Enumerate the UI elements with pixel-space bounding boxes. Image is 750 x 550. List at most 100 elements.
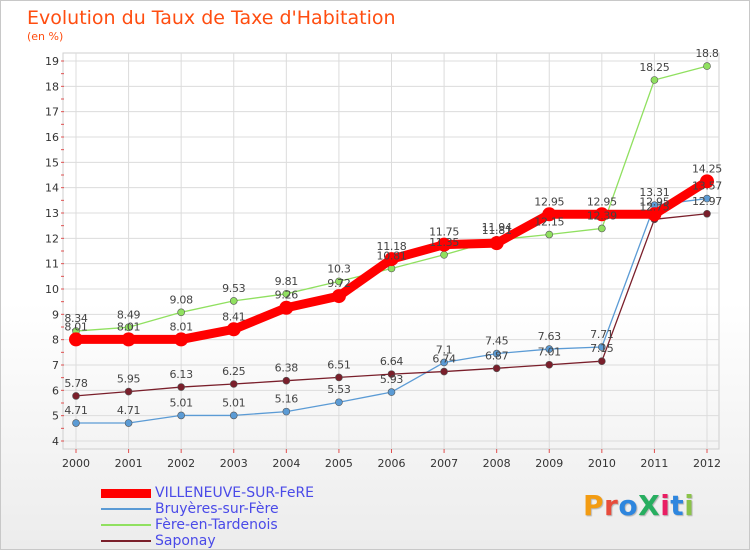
data-point (440, 358, 448, 367)
legend-swatch (101, 488, 151, 498)
data-label: 8.49 (117, 308, 141, 321)
y-tick-label: 15 (45, 156, 59, 169)
y-tick-label: 18 (45, 80, 59, 93)
data-label: 6.38 (275, 362, 299, 375)
data-point (124, 419, 133, 427)
x-tick-label: 2012 (693, 457, 721, 470)
data-point (226, 322, 241, 337)
data-point (703, 62, 711, 70)
data-point (124, 323, 133, 332)
data-label: 9.53 (222, 282, 246, 295)
data-label: 5.78 (64, 377, 88, 390)
data-point (384, 252, 399, 267)
y-tick-label: 7 (52, 359, 59, 372)
data-point (331, 289, 346, 304)
data-label: 5.01 (170, 396, 193, 409)
data-label: 8.34 (64, 312, 88, 325)
y-tick-label: 5 (52, 410, 59, 423)
data-point (174, 332, 189, 347)
x-tick-label: 2006 (378, 457, 406, 470)
data-point (121, 332, 136, 347)
data-point (594, 207, 609, 222)
data-point (177, 383, 185, 391)
y-tick-label: 16 (45, 131, 59, 144)
data-point (542, 207, 557, 222)
data-point (335, 373, 343, 382)
data-point (335, 277, 343, 286)
brand-letter: P (583, 489, 605, 522)
data-label: 8.01 (64, 320, 87, 333)
brand-letter: r (604, 489, 619, 522)
y-tick-label: 13 (45, 207, 59, 220)
data-label: 8.01 (170, 320, 193, 333)
data-point (72, 392, 80, 400)
data-point (229, 411, 238, 420)
data-point (650, 76, 659, 84)
data-point (545, 360, 554, 369)
chart-subtitle: (en %) (27, 30, 64, 43)
data-label: 5.93 (380, 373, 404, 386)
chart-title: Evolution du Taux de Taxe d'Habitation (27, 7, 396, 29)
data-point (598, 224, 606, 233)
data-point (647, 207, 662, 222)
data-point (440, 367, 448, 376)
data-point (703, 194, 711, 203)
brand-letter: i (660, 489, 671, 522)
data-label: 5.53 (327, 383, 351, 396)
x-tick-label: 2005 (325, 457, 353, 470)
x-tick-label: 2000 (62, 457, 90, 470)
data-label: 12.95 (587, 195, 617, 208)
x-tick-label: 2007 (430, 457, 458, 470)
legend-swatch (101, 524, 151, 526)
legend-item: VILLENEUVE-SUR-FeRE (101, 485, 314, 501)
x-tick-label: 2011 (640, 457, 668, 470)
y-tick-label: 6 (52, 384, 59, 397)
data-label: 5.01 (222, 396, 245, 409)
data-label: 10.81 (377, 249, 407, 262)
y-tick-label: 11 (45, 258, 59, 271)
data-label: 14.25 (692, 162, 722, 175)
data-point (282, 290, 291, 298)
data-label: 4.71 (64, 404, 87, 417)
x-tick-label: 2002 (167, 457, 195, 470)
data-point (492, 349, 501, 358)
legend-swatch (101, 540, 151, 542)
data-point (72, 419, 80, 427)
legend-label: Saponay (155, 533, 216, 549)
data-point (335, 398, 343, 407)
data-point (700, 174, 714, 189)
series-layer (69, 62, 714, 427)
y-tick-label: 9 (52, 308, 59, 321)
data-label: 18.8 (695, 47, 719, 60)
data-label: 6.74 (432, 353, 456, 366)
legend-item: Fère-en-Tardenois (101, 517, 314, 533)
legend-label: Fère-en-Tardenois (155, 517, 278, 533)
data-label: 7.71 (590, 328, 613, 341)
brand-letter: i (684, 489, 695, 522)
data-point (229, 380, 238, 388)
x-tick-label: 2009 (535, 457, 563, 470)
data-point (69, 332, 83, 347)
data-label: 9.08 (170, 293, 194, 306)
data-point (229, 297, 238, 305)
data-label: 5.95 (117, 373, 141, 386)
data-label: 12.97 (692, 195, 722, 208)
y-tick-label: 8 (52, 334, 59, 347)
data-point (492, 364, 501, 373)
brand-letter: t (670, 489, 685, 522)
y-tick-label: 17 (45, 106, 59, 119)
data-label: 6.64 (380, 355, 404, 368)
legend-label: Bruyères-sur-Fère (155, 501, 279, 517)
data-label: 12.15 (534, 216, 564, 229)
data-label: 12.95 (534, 195, 564, 208)
data-point (279, 300, 294, 315)
data-label: 11.94 (482, 221, 512, 234)
data-label: 7.63 (538, 330, 562, 343)
data-point (124, 387, 133, 396)
data-label: 9.81 (275, 275, 298, 288)
legend: VILLENEUVE-SUR-FeRE Bruyères-sur-Fère Fère… (101, 485, 314, 549)
legend-item: Bruyères-sur-Fère (101, 501, 314, 517)
data-label: 5.16 (275, 393, 299, 406)
y-tick-label: 4 (52, 435, 59, 448)
